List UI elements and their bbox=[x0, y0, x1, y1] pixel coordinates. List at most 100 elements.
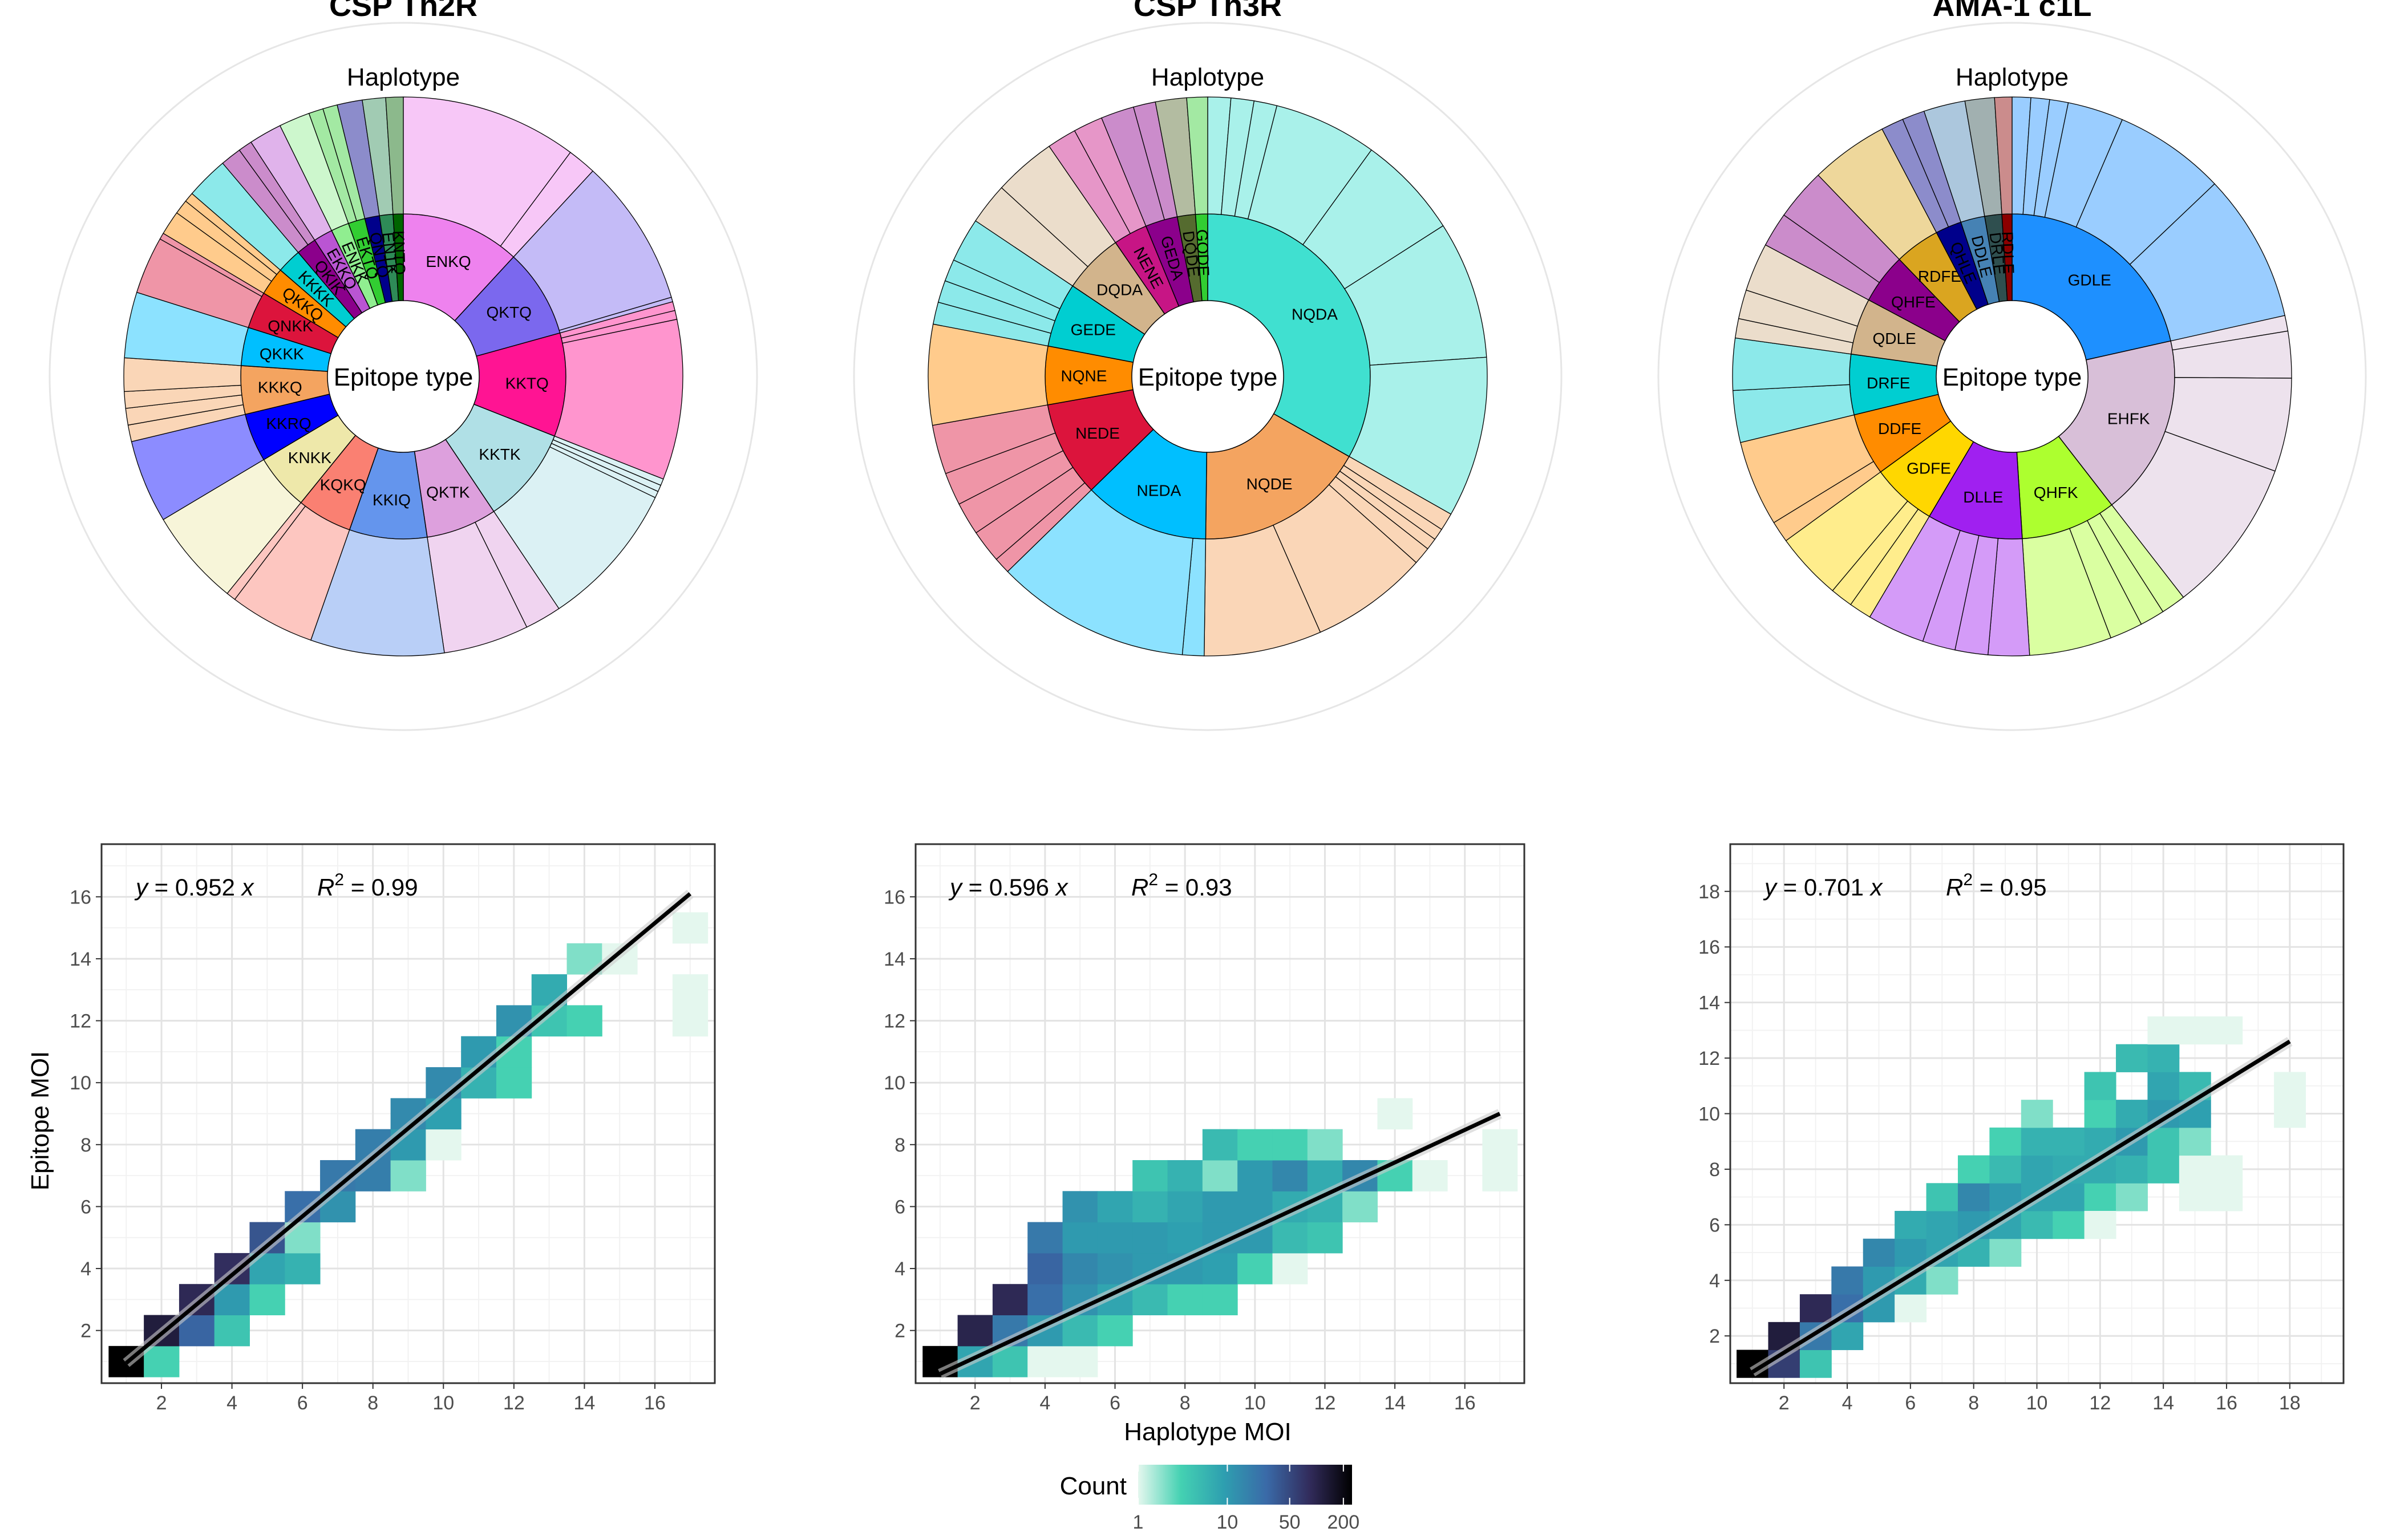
epitope-label: NQDE bbox=[1246, 475, 1293, 493]
heatmap-cell bbox=[1062, 1191, 1098, 1223]
x-tick-label: 6 bbox=[1905, 1392, 1916, 1414]
heatmap-cell bbox=[1926, 1183, 1958, 1211]
eq-coef: = 0.596 bbox=[962, 874, 1056, 901]
heatmap-cell bbox=[1027, 1284, 1063, 1316]
heatmap-cell bbox=[1167, 1222, 1203, 1254]
heatmap-cell bbox=[1926, 1210, 1958, 1239]
heatmap-cell bbox=[1097, 1191, 1133, 1223]
heatmap-cell bbox=[1831, 1322, 1864, 1351]
heatmap-cell bbox=[1167, 1284, 1203, 1316]
y-tick-label: 16 bbox=[884, 886, 905, 908]
x-tick-label: 4 bbox=[1842, 1392, 1853, 1414]
y-tick-label: 2 bbox=[895, 1320, 905, 1342]
epitope-label: KNKK bbox=[288, 449, 332, 467]
heatmap-cell bbox=[672, 912, 709, 944]
eq-y: y bbox=[134, 874, 149, 901]
heatmap-cell bbox=[1307, 1222, 1343, 1254]
outer-ring-label: Haplotype bbox=[1956, 63, 2069, 91]
heatmap-cell bbox=[1237, 1160, 1273, 1192]
epitope-label: GDFE bbox=[1907, 460, 1951, 477]
legend-title: Count bbox=[1060, 1472, 1127, 1500]
regression-equation: y = 0.952 x bbox=[134, 874, 255, 901]
y-tick-label: 10 bbox=[1698, 1104, 1720, 1125]
outer-ring-label: Haplotype bbox=[1151, 63, 1264, 91]
eq-x: x bbox=[241, 874, 255, 901]
x-tick-label: 4 bbox=[226, 1392, 237, 1414]
x-tick-label: 14 bbox=[1384, 1392, 1406, 1414]
epitope-label: NEDA bbox=[1137, 481, 1181, 499]
y-tick-label: 12 bbox=[1698, 1048, 1720, 1069]
haplotype-sector bbox=[385, 96, 404, 215]
heatmap-cell bbox=[1132, 1160, 1168, 1192]
inner-ring-label: Epitope type bbox=[1138, 363, 1278, 391]
heatmap-cell bbox=[2021, 1100, 2053, 1128]
y-tick-label: 8 bbox=[1709, 1159, 1720, 1181]
heatmap-cell bbox=[1342, 1191, 1378, 1223]
y-tick-label: 10 bbox=[884, 1072, 905, 1094]
epitope-label: DQDA bbox=[1096, 281, 1143, 299]
heatmap-cell bbox=[2179, 1155, 2211, 1184]
epitope-label: GQDE bbox=[1193, 229, 1212, 277]
y-tick-label: 2 bbox=[80, 1320, 91, 1342]
y-tick-label: 8 bbox=[895, 1134, 905, 1156]
heatmap-cell bbox=[1202, 1284, 1238, 1316]
y-tick-label: 8 bbox=[80, 1134, 91, 1156]
epitope-label: QKTK bbox=[426, 483, 470, 501]
panel-title: AMA-1 c1L bbox=[1932, 0, 2091, 23]
heatmap-cell bbox=[1377, 1098, 1413, 1130]
legend-tick-label: 200 bbox=[1327, 1511, 1359, 1533]
heatmap-cell bbox=[1132, 1284, 1168, 1316]
heatmap-cell bbox=[214, 1315, 250, 1347]
r2-r: R bbox=[1946, 874, 1963, 901]
heatmap-cell bbox=[1989, 1155, 2022, 1184]
heatmap-cell bbox=[496, 1067, 532, 1099]
heatmap-cell bbox=[1237, 1253, 1273, 1284]
y-tick-label: 10 bbox=[70, 1072, 91, 1094]
y-tick-label: 6 bbox=[80, 1196, 91, 1218]
regression-equation: y = 0.596 x bbox=[948, 874, 1069, 901]
heatmap-cell bbox=[1027, 1346, 1063, 1377]
heatmap-cell bbox=[1027, 1253, 1063, 1284]
regression-equation: y = 0.701 x bbox=[1763, 874, 1884, 901]
fit-line bbox=[125, 892, 691, 1365]
heatmap-cell bbox=[1167, 1191, 1203, 1223]
r-squared: R2 = 0.95 bbox=[1946, 870, 2047, 901]
heatmap-cell bbox=[1272, 1222, 1308, 1254]
heatmap-cell bbox=[1202, 1160, 1238, 1192]
heatmap-cell bbox=[1926, 1266, 1958, 1295]
heatmap-cell bbox=[672, 1005, 709, 1037]
x-tick-label: 2 bbox=[1779, 1392, 1790, 1414]
heatmap-cell bbox=[1863, 1238, 1895, 1267]
heatmap-cell bbox=[2147, 1127, 2180, 1156]
y-tick-label: 14 bbox=[884, 949, 905, 970]
y-tick-label: 14 bbox=[1698, 992, 1720, 1014]
r-squared: R2 = 0.99 bbox=[317, 870, 418, 901]
plot-border bbox=[914, 843, 1525, 1384]
y-tick-label: 14 bbox=[70, 949, 91, 970]
heatmap-cell bbox=[390, 1160, 426, 1192]
heatmap-cell bbox=[2053, 1210, 2085, 1239]
heatmap-cell bbox=[2147, 1044, 2180, 1072]
heatmap-cell bbox=[2211, 1183, 2243, 1211]
x-tick-label: 2 bbox=[970, 1392, 981, 1414]
heatmap-cell bbox=[144, 1346, 180, 1377]
y-tick-label: 16 bbox=[70, 886, 91, 908]
haplotype-sector bbox=[1186, 96, 1208, 215]
y-tick-label: 6 bbox=[1709, 1214, 1720, 1236]
heatmap-cell bbox=[1062, 1315, 1098, 1347]
heatmap-cell bbox=[2179, 1127, 2211, 1156]
x-tick-label: 6 bbox=[297, 1392, 308, 1414]
heatmap-cell bbox=[1272, 1129, 1308, 1161]
heatmap-cell bbox=[1895, 1294, 1927, 1323]
plot-border bbox=[100, 843, 716, 1384]
heatmap-cell bbox=[249, 1284, 285, 1316]
heatmap-cell bbox=[2084, 1210, 2116, 1239]
epitope-label: NEDE bbox=[1075, 424, 1120, 442]
r2-exponent: 2 bbox=[334, 870, 344, 889]
heatmap-cell bbox=[285, 1253, 321, 1284]
heatmap-cell bbox=[2116, 1183, 2148, 1211]
fit-line bbox=[1751, 1039, 2291, 1374]
x-tick-label: 8 bbox=[367, 1392, 378, 1414]
